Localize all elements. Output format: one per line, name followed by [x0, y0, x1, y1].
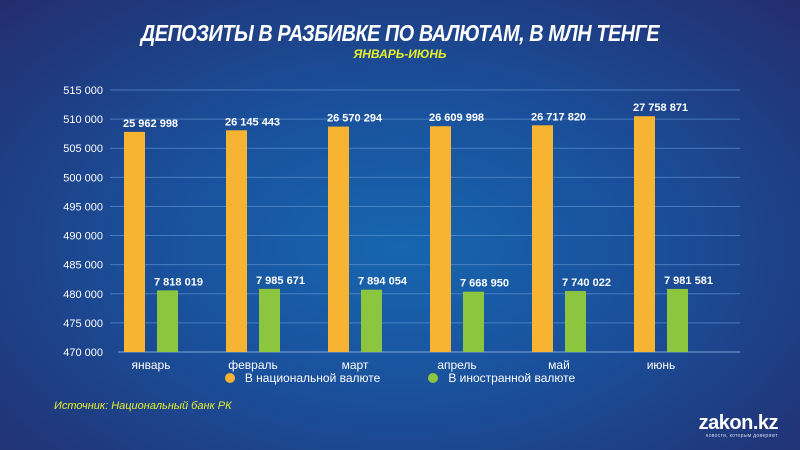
data-label: 7 894 054: [358, 276, 408, 288]
chart-title: ДЕПОЗИТЫ В РАЗБИВКЕ ПО ВАЛЮТАМ, В МЛН ТЕ…: [140, 20, 660, 46]
y-tick-label: 505 000: [63, 143, 103, 155]
y-tick-label: 510 000: [63, 114, 103, 126]
x-tick-label: март: [342, 358, 369, 372]
legend-dot-national: [224, 373, 235, 383]
data-label: 7 668 950: [460, 278, 509, 290]
legend-label-national: В национальной валюте: [244, 371, 381, 385]
logo-name: zakon.kz: [698, 412, 779, 434]
bar-national: [328, 126, 349, 353]
bar-foreign: [463, 291, 484, 352]
bar-national: [634, 116, 655, 352]
data-label: 26 570 294: [327, 113, 383, 125]
data-label: 7 981 581: [664, 275, 713, 287]
data-label: 7 818 019: [154, 276, 203, 288]
y-tick-label: 500 000: [63, 172, 103, 184]
bar-foreign: [667, 288, 688, 352]
legend-dot-foreign: [428, 373, 439, 383]
y-tick-label: 480 000: [63, 289, 103, 301]
data-label: 7 740 022: [562, 277, 611, 289]
data-label: 7 985 671: [256, 275, 305, 287]
y-tick-label: 485 000: [63, 260, 103, 272]
y-tick-label: 515 000: [63, 85, 103, 97]
legend-item-national: В национальной валюте: [224, 371, 381, 385]
y-tick-label: 475 000: [63, 318, 103, 330]
bar-foreign: [157, 290, 178, 352]
legend: В национальной валюте В иностранной валю…: [0, 371, 800, 385]
data-label: 26 717 820: [531, 111, 586, 123]
bar-foreign: [361, 289, 382, 352]
bar-foreign: [259, 288, 280, 352]
legend-label-foreign: В иностранной валюте: [448, 371, 576, 385]
y-tick-label: 490 000: [63, 231, 103, 243]
y-tick-label: 495 000: [63, 201, 103, 213]
chart-subtitle: ЯНВАРЬ-ИЮНЬ: [353, 47, 447, 61]
source-note: Источник: Национальный банк РК: [54, 400, 232, 412]
bar-national: [124, 131, 145, 352]
x-tick-label: июнь: [647, 358, 676, 372]
zakon-logo: zakon.kz новости, которым доверяют: [698, 412, 779, 439]
x-tick-label: апрель: [437, 358, 476, 372]
x-tick-label: май: [548, 358, 570, 372]
bar-national: [430, 126, 451, 352]
x-tick-label: февраль: [228, 358, 278, 372]
y-tick-label: 470 000: [63, 347, 103, 359]
data-label: 26 145 443: [225, 116, 280, 128]
data-label: 26 609 998: [429, 112, 484, 124]
x-tick-label: январь: [132, 358, 171, 372]
data-label: 25 962 998: [123, 118, 178, 130]
bar-national: [226, 130, 247, 352]
bar-foreign: [565, 291, 586, 352]
data-label: 27 758 871: [633, 102, 688, 114]
legend-item-foreign: В иностранной валюте: [428, 371, 575, 385]
logo-tagline: новости, которым доверяют: [705, 433, 778, 439]
bar-national: [532, 125, 553, 353]
